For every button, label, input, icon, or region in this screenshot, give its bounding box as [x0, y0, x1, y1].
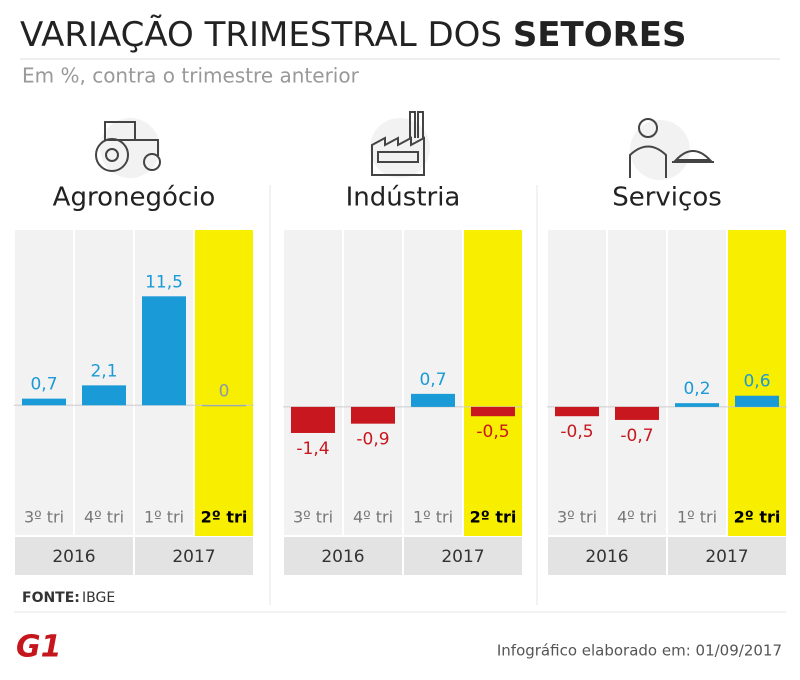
x-tick-label: 3º tri — [557, 508, 597, 527]
bar — [202, 405, 246, 407]
x-tick-label: 2º tri — [470, 508, 517, 527]
title: VARIAÇÃO TRIMESTRAL DOS SETORES — [20, 15, 687, 55]
value-label: -0,5 — [560, 422, 593, 442]
panel-title: Serviços — [612, 183, 722, 213]
year-band — [548, 537, 666, 575]
title-bold: SETORES — [513, 15, 687, 55]
value-label: 0,2 — [683, 379, 710, 399]
year-band — [668, 537, 786, 575]
source-label: FONTE: — [22, 590, 80, 606]
year-band — [135, 537, 253, 575]
x-tick-label: 3º tri — [24, 508, 64, 527]
year-band — [15, 537, 133, 575]
highlight-column — [464, 230, 522, 536]
value-label: 2,1 — [90, 361, 117, 381]
bar — [675, 403, 719, 407]
column — [15, 230, 73, 535]
logo: G1 — [16, 630, 62, 665]
bar — [291, 406, 335, 433]
year-band — [404, 537, 522, 575]
value-label: 0,6 — [743, 372, 770, 392]
bar — [615, 406, 659, 420]
value-label: -0,7 — [620, 426, 653, 446]
year-label: 2017 — [172, 547, 215, 567]
highlight-column — [728, 230, 786, 536]
panel-title: Indústria — [346, 183, 461, 213]
x-tick-label: 1º tri — [413, 508, 453, 527]
column — [75, 230, 133, 535]
value-label: 11,5 — [145, 272, 183, 292]
year-band — [284, 537, 402, 575]
bar — [471, 406, 515, 417]
bar — [411, 393, 455, 407]
column — [548, 230, 606, 535]
column — [608, 230, 666, 535]
column — [284, 230, 342, 535]
waiter-icon — [629, 118, 714, 180]
panel-title: Agronegócio — [53, 183, 216, 213]
column — [404, 230, 462, 535]
bar — [555, 406, 599, 417]
value-label: -0,5 — [476, 422, 509, 442]
year-label: 2017 — [705, 547, 748, 567]
x-tick-label: 2º tri — [201, 508, 248, 527]
year-label: 2016 — [52, 547, 95, 567]
subtitle: Em %, contra o trimestre anterior — [22, 64, 360, 88]
x-tick-label: 4º tri — [84, 508, 124, 527]
bar — [735, 395, 779, 407]
source: IBGE — [82, 590, 115, 606]
highlight-column — [195, 230, 253, 536]
value-label: -1,4 — [296, 439, 329, 459]
factory-icon — [370, 111, 430, 178]
year-label: 2016 — [585, 547, 628, 567]
bar — [142, 296, 186, 406]
x-tick-label: 4º tri — [617, 508, 657, 527]
title-regular: VARIAÇÃO TRIMESTRAL DOS — [20, 15, 502, 55]
x-tick-label: 1º tri — [677, 508, 717, 527]
bar — [82, 385, 126, 406]
year-label: 2017 — [441, 547, 484, 567]
tractor-icon — [95, 118, 161, 178]
x-tick-label: 1º tri — [144, 508, 184, 527]
x-tick-label: 4º tri — [353, 508, 393, 527]
credit: Infográfico elaborado em: 01/09/2017 — [497, 642, 782, 660]
year-label: 2016 — [321, 547, 364, 567]
x-tick-label: 2º tri — [734, 508, 781, 527]
value-label: 0,7 — [30, 375, 57, 395]
value-label: -0,9 — [356, 430, 389, 450]
value-label: 0 — [219, 381, 230, 401]
bar — [351, 406, 395, 424]
column — [344, 230, 402, 535]
column — [668, 230, 726, 535]
bar — [22, 398, 66, 406]
x-tick-label: 3º tri — [293, 508, 333, 527]
value-label: 0,7 — [419, 370, 446, 390]
